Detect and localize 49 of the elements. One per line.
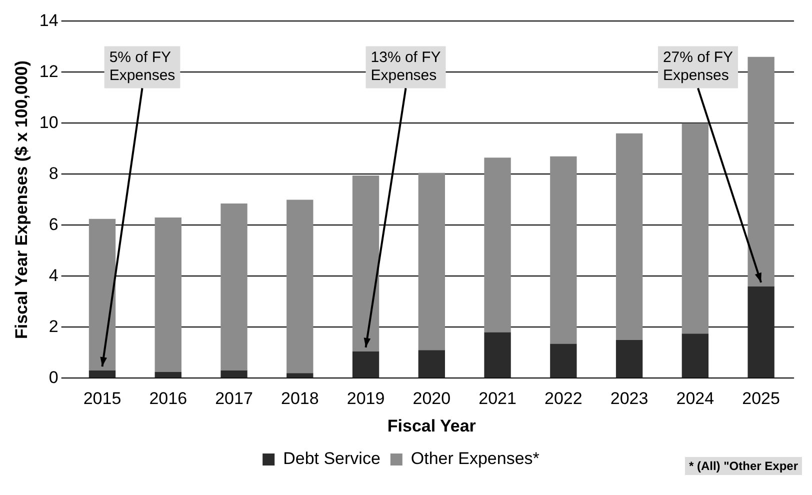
- x-tick-label: 2025: [742, 389, 780, 408]
- y-tick-label: 10: [39, 112, 58, 132]
- bar: [748, 286, 774, 378]
- annotation: 27% of FY Expenses: [662, 48, 734, 84]
- bar: [286, 200, 314, 374]
- bar: [154, 372, 182, 378]
- x-tick-label: 2017: [215, 389, 253, 408]
- x-tick-label: 2019: [346, 389, 385, 408]
- bar: [748, 56, 774, 286]
- bar: [220, 204, 248, 371]
- legend-label: Other Expenses*: [410, 449, 540, 468]
- x-tick-label: 2024: [676, 389, 714, 408]
- bar: [550, 156, 577, 344]
- x-tick-label: 2016: [149, 389, 188, 408]
- y-tick-label: 6: [48, 214, 58, 234]
- text: * (All) "Other Exper: [684, 457, 802, 475]
- y-tick-label: 14: [39, 10, 58, 30]
- x-tick-label: 2018: [280, 389, 319, 408]
- bar: [550, 344, 577, 378]
- x-tick-label: 2023: [610, 389, 648, 408]
- y-tick-label: 0: [48, 368, 58, 387]
- bar: [352, 175, 380, 352]
- x-tick-label: 2021: [478, 389, 516, 408]
- y-tick-label: 8: [48, 164, 58, 183]
- y-axis-title: Fiscal Year Expenses ($ x 100,000): [12, 60, 31, 339]
- x-tick-label: 2022: [544, 389, 582, 408]
- x-tick-label: 2020: [412, 389, 451, 408]
- bar: [682, 334, 709, 378]
- bar: [154, 218, 182, 372]
- x-axis-title: Fiscal Year: [387, 416, 476, 436]
- bar: [352, 351, 380, 378]
- bar: [286, 373, 314, 378]
- bar: [616, 340, 643, 378]
- bar: [88, 370, 116, 378]
- bar: [484, 332, 511, 378]
- x-tick-label: 2015: [83, 389, 122, 408]
- bar: [220, 370, 248, 378]
- bar: [418, 172, 445, 350]
- bar: [418, 350, 445, 378]
- bar: [682, 123, 709, 334]
- y-tick-label: 12: [39, 62, 58, 81]
- legend-label: Debt Service: [283, 449, 380, 468]
- y-tick-label: 2: [48, 316, 58, 336]
- bar: [616, 133, 643, 340]
- annotation: 13% of FY Expenses: [370, 48, 441, 84]
- annotation: 5% of FY Expenses: [109, 48, 176, 84]
- y-tick-label: 4: [48, 266, 58, 285]
- bar: [484, 158, 511, 332]
- bar: [88, 218, 116, 371]
